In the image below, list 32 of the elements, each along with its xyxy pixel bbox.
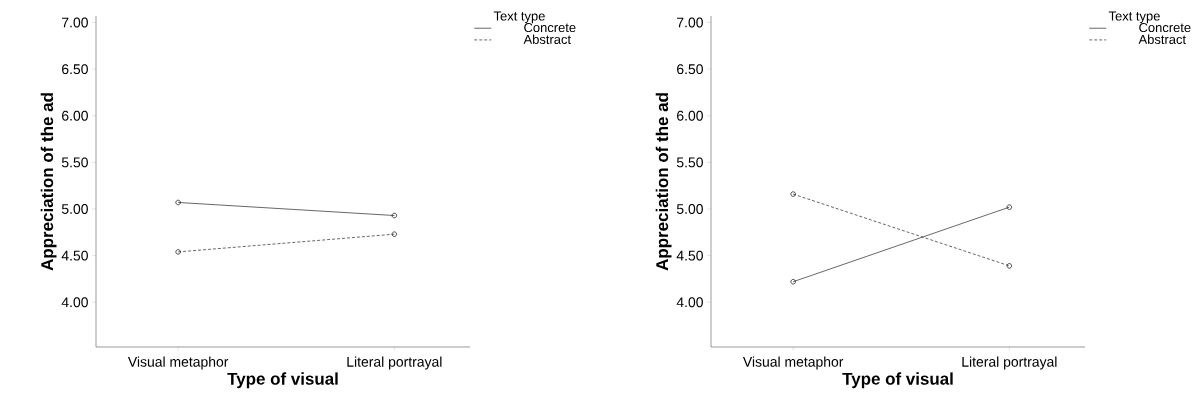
y-tick-label: 5.00 [61, 204, 88, 214]
x-axis-title: Type of visual [227, 372, 338, 389]
y-tick-label: 4.00 [676, 297, 703, 308]
y-tick-label: 7.00 [677, 17, 703, 28]
x-tick-label: Visual metaphor [742, 356, 844, 370]
y-tick-label: 6.00 [62, 110, 88, 121]
x-tick-label: Literal portrayal [962, 356, 1057, 370]
x-tick-label: Literal portrayal [347, 356, 442, 370]
text: Concrete [524, 22, 576, 33]
y-tick-label: 5.50 [61, 157, 88, 168]
text: Abstract [523, 34, 571, 44]
point [175, 249, 181, 255]
y-tick-label: 5.50 [676, 157, 703, 168]
y-axis-title: Appreciation of the ad [40, 93, 57, 271]
point [1006, 263, 1012, 269]
y-axis-title: Appreciation of the ad [655, 93, 672, 271]
point [391, 231, 397, 237]
point [790, 191, 796, 197]
y-tick-label: 6.00 [677, 110, 703, 121]
x-axis-title: Type of visual [842, 372, 953, 389]
legend-title: Text type [1108, 11, 1160, 24]
x-tick-label: Visual metaphor [127, 356, 229, 370]
y-tick-label: 4.50 [676, 250, 703, 261]
y-tick-label: 4.50 [61, 250, 88, 261]
y-tick-label: 7.00 [62, 17, 88, 28]
text: Concrete [1139, 22, 1191, 33]
y-tick-label: 4.00 [61, 297, 88, 308]
y-tick-label: 6.50 [62, 64, 88, 75]
text: Abstract [1138, 34, 1186, 44]
y-tick-label: 6.50 [677, 64, 703, 75]
legend-title: Text type [493, 11, 545, 24]
y-tick-label: 5.00 [676, 204, 703, 214]
